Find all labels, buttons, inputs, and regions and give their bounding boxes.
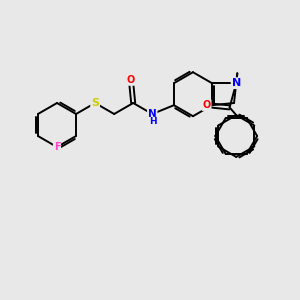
Text: O: O: [127, 75, 135, 85]
Text: O: O: [202, 100, 211, 110]
Text: F: F: [54, 142, 60, 152]
Text: H: H: [149, 116, 157, 125]
Text: N: N: [148, 109, 157, 119]
Text: S: S: [91, 98, 99, 108]
Text: N: N: [232, 78, 241, 88]
